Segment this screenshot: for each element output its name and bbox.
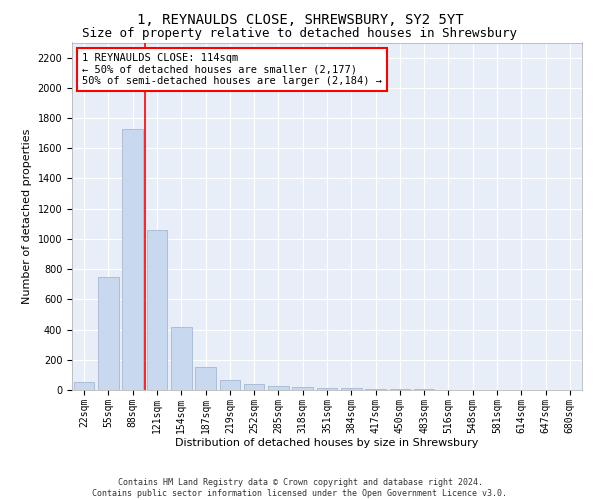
Bar [317, 388, 337, 390]
Bar [171, 326, 191, 390]
Bar [220, 380, 240, 390]
Bar [98, 276, 119, 390]
X-axis label: Distribution of detached houses by size in Shrewsbury: Distribution of detached houses by size … [175, 438, 479, 448]
Bar [195, 368, 216, 390]
Y-axis label: Number of detached properties: Number of detached properties [22, 128, 32, 304]
Bar [341, 388, 362, 390]
Bar [389, 389, 410, 390]
Text: Contains HM Land Registry data © Crown copyright and database right 2024.
Contai: Contains HM Land Registry data © Crown c… [92, 478, 508, 498]
Bar [74, 382, 94, 390]
Text: 1 REYNAULDS CLOSE: 114sqm
← 50% of detached houses are smaller (2,177)
50% of se: 1 REYNAULDS CLOSE: 114sqm ← 50% of detac… [82, 53, 382, 86]
Text: 1, REYNAULDS CLOSE, SHREWSBURY, SY2 5YT: 1, REYNAULDS CLOSE, SHREWSBURY, SY2 5YT [137, 12, 463, 26]
Text: Size of property relative to detached houses in Shrewsbury: Size of property relative to detached ho… [83, 28, 517, 40]
Bar [122, 128, 143, 390]
Bar [146, 230, 167, 390]
Bar [365, 389, 386, 390]
Bar [244, 384, 265, 390]
Bar [268, 386, 289, 390]
Bar [292, 387, 313, 390]
